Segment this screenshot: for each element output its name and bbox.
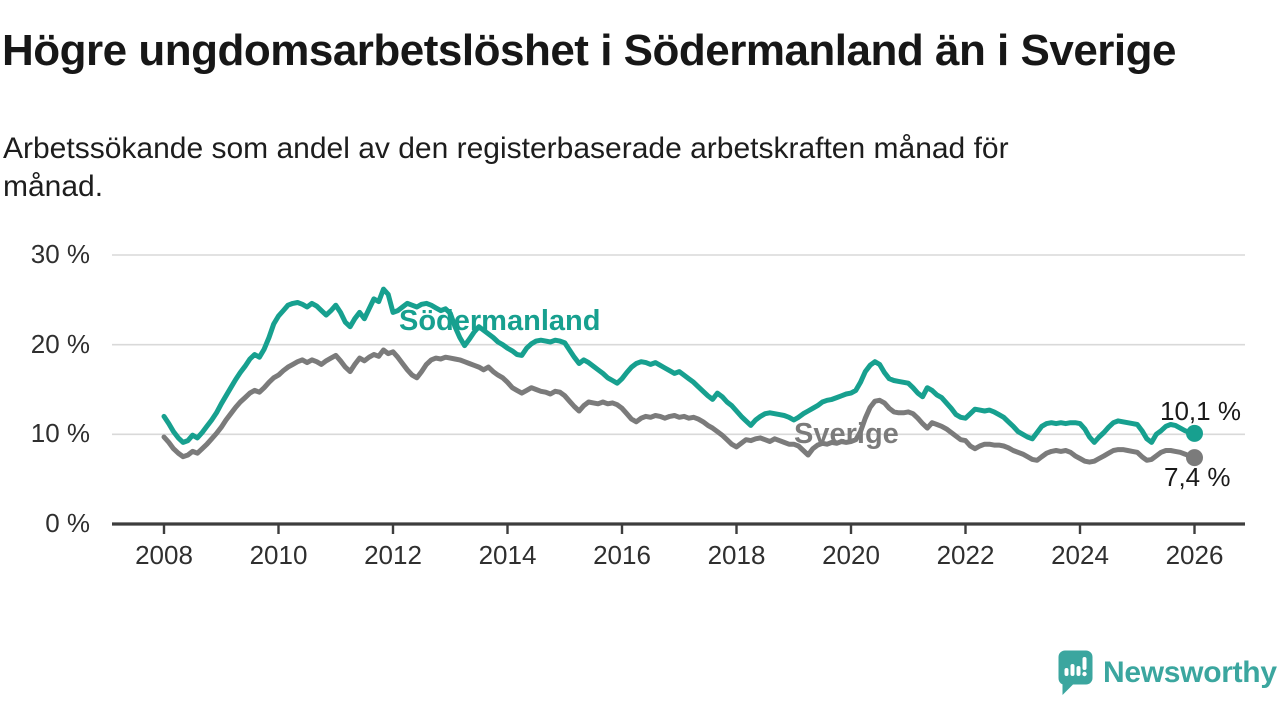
- series-label-sodermanland: Södermanland: [399, 305, 601, 337]
- y-axis-tick-label: 0 %: [45, 508, 90, 538]
- x-axis-tick-label: 2020: [822, 540, 880, 570]
- x-axis-tick-label: 2016: [593, 540, 651, 570]
- x-axis-tick-label: 2018: [707, 540, 766, 570]
- x-axis-tick-label: 2026: [1165, 540, 1224, 570]
- y-axis-tick-label: 10 %: [30, 418, 90, 449]
- page-title: Högre ungdomsarbetslöshet i Södermanland…: [2, 26, 1176, 75]
- x-axis-tick-label: 2014: [478, 540, 537, 570]
- x-axis-tick-label: 2012: [364, 540, 422, 570]
- x-axis-tick-label: 2024: [1051, 540, 1109, 570]
- end-value-label-sverige: 7,4 %: [1164, 462, 1231, 492]
- series-label-sverige: Sverige: [794, 418, 899, 450]
- y-axis-tick-label: 20 %: [30, 328, 90, 359]
- bar-chart-speech-bubble-icon: [1056, 649, 1094, 696]
- x-axis-tick-label: 2008: [135, 540, 193, 570]
- y-axis-tick-label: 30 %: [30, 238, 90, 269]
- x-axis-tick-label: 2010: [249, 540, 308, 570]
- chart-subtitle-line-1: Arbetssökande som andel av den registerb…: [3, 132, 1009, 165]
- end-value-label-sodermanland: 10,1 %: [1160, 396, 1241, 426]
- chart-subtitle: Arbetssökande som andel av den registerb…: [3, 130, 1009, 206]
- brand-name: Newsworthy: [1103, 655, 1277, 689]
- series-line-södermanland: [161, 286, 1197, 445]
- series-line-sverige: [161, 347, 1197, 465]
- x-axis-tick-label: 2022: [936, 540, 995, 570]
- chart-subtitle-line-2: månad.: [3, 170, 104, 203]
- series-end-dot-södermanland: [1186, 424, 1203, 442]
- brand-logo: Newsworthy: [1056, 649, 1277, 696]
- series-end-dot-sverige: [1186, 449, 1203, 467]
